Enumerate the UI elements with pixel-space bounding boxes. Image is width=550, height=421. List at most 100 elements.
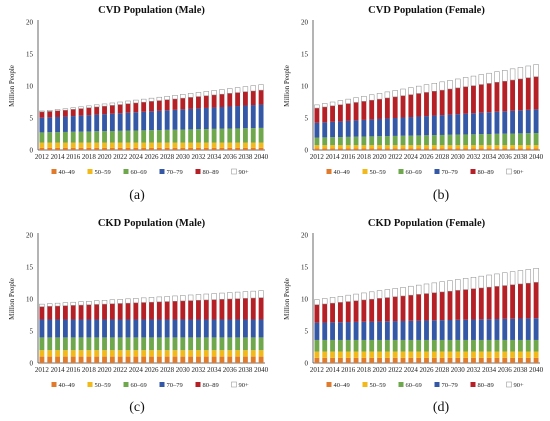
bar-segment — [62, 131, 68, 143]
bar-segment — [78, 305, 84, 320]
bar-segment — [109, 303, 115, 320]
bar-segment — [494, 133, 500, 146]
bar-segment — [502, 339, 508, 352]
x-tick-label: 2016 — [341, 366, 356, 374]
bar-segment — [78, 356, 84, 363]
bar-segment — [361, 148, 367, 150]
bar-segment — [62, 147, 68, 150]
x-tick-label: 2014 — [326, 366, 341, 374]
bar-segment — [219, 319, 225, 338]
bar-segment — [502, 272, 508, 286]
y-tick-label: 10 — [301, 296, 309, 304]
bar-segment — [243, 337, 248, 351]
bar-segment — [463, 289, 469, 320]
bar-segment — [258, 337, 264, 351]
bar-segment — [369, 299, 375, 322]
bar-segment — [258, 356, 264, 363]
bar-segment — [172, 337, 178, 351]
bar-segment — [408, 117, 414, 136]
bar-segment — [235, 356, 241, 363]
bar-segment — [518, 110, 523, 134]
bar-segment — [345, 322, 351, 340]
legend-swatch — [362, 169, 368, 174]
bar-segment — [234, 87, 241, 93]
y-tick-label: 15 — [301, 264, 309, 272]
bar-segment — [471, 145, 476, 149]
bar-segment — [330, 339, 335, 352]
y-tick-label: 5 — [30, 328, 34, 336]
bar-segment — [502, 111, 508, 134]
bar-segment — [86, 147, 92, 150]
bar-segment — [369, 321, 375, 340]
bar-segment — [384, 339, 390, 352]
bar-segment — [47, 306, 53, 320]
bar-segment — [369, 339, 375, 352]
bar-segment — [384, 289, 391, 298]
bar-segment — [70, 301, 76, 306]
bar-segment — [250, 298, 256, 320]
bar-segment — [250, 337, 256, 351]
x-tick-label: 2040 — [254, 366, 269, 374]
bar-segment — [141, 350, 147, 357]
bar-segment — [55, 116, 60, 133]
bar-segment — [94, 300, 100, 305]
bar-segment — [322, 145, 328, 149]
x-tick-label: 2018 — [357, 366, 372, 374]
legend-item: 40–49 — [51, 382, 75, 389]
legend-label: 80–89 — [478, 169, 494, 176]
bar-segment — [250, 356, 256, 363]
bar-segment — [345, 357, 351, 363]
bar-segment — [392, 118, 398, 136]
bar-segment — [203, 107, 209, 130]
bar-segment — [471, 351, 476, 358]
bar-segment — [149, 147, 154, 150]
bar-segment — [86, 319, 92, 338]
bar-segment — [243, 142, 248, 148]
bar-segment — [211, 293, 217, 300]
bar-segment — [392, 357, 398, 363]
bar-segment — [62, 356, 68, 363]
legend-item: 50–59 — [87, 169, 111, 176]
bar-segment — [78, 319, 84, 338]
legend-swatch — [195, 169, 201, 174]
bar-segment — [109, 337, 115, 351]
bar-segment — [384, 91, 391, 99]
bar-segment — [337, 148, 343, 150]
bar-segment — [188, 97, 194, 109]
bar-segment — [196, 96, 201, 109]
bar-segment — [219, 350, 225, 357]
bar-segment — [227, 350, 233, 357]
bar-segment — [408, 339, 414, 352]
bar-segment — [109, 319, 115, 338]
bar-segment — [203, 142, 209, 148]
bar-segment — [149, 130, 154, 143]
bar-segment — [424, 320, 429, 340]
bar-segment — [164, 110, 170, 130]
bar-segment — [141, 102, 147, 112]
legend-swatch — [506, 168, 512, 175]
bar-segment — [62, 110, 68, 117]
bar-segment — [258, 297, 264, 320]
y-axis-label: Million People — [283, 278, 291, 320]
x-tick-label: 2034 — [482, 366, 497, 374]
bar-segment — [125, 319, 131, 338]
bar-segment — [502, 318, 508, 340]
bar-segment — [369, 291, 375, 300]
bar-segment — [203, 293, 209, 301]
y-tick-label: 5 — [305, 328, 309, 336]
bar-segment — [345, 351, 351, 358]
bar-segment — [478, 112, 484, 135]
bar-segment — [322, 351, 328, 358]
bar-segment — [369, 100, 375, 120]
bar-segment — [400, 95, 406, 118]
bar-segment — [314, 339, 320, 352]
legend-label: 90+ — [239, 382, 250, 389]
bar-segment — [156, 296, 162, 303]
bar-segment — [102, 106, 107, 115]
bar-segment — [235, 128, 241, 143]
legend-swatch — [51, 169, 57, 174]
bar-segment — [400, 287, 406, 297]
bar-segment — [353, 339, 359, 352]
bar-segment — [133, 319, 139, 338]
bar-segment — [337, 339, 343, 352]
